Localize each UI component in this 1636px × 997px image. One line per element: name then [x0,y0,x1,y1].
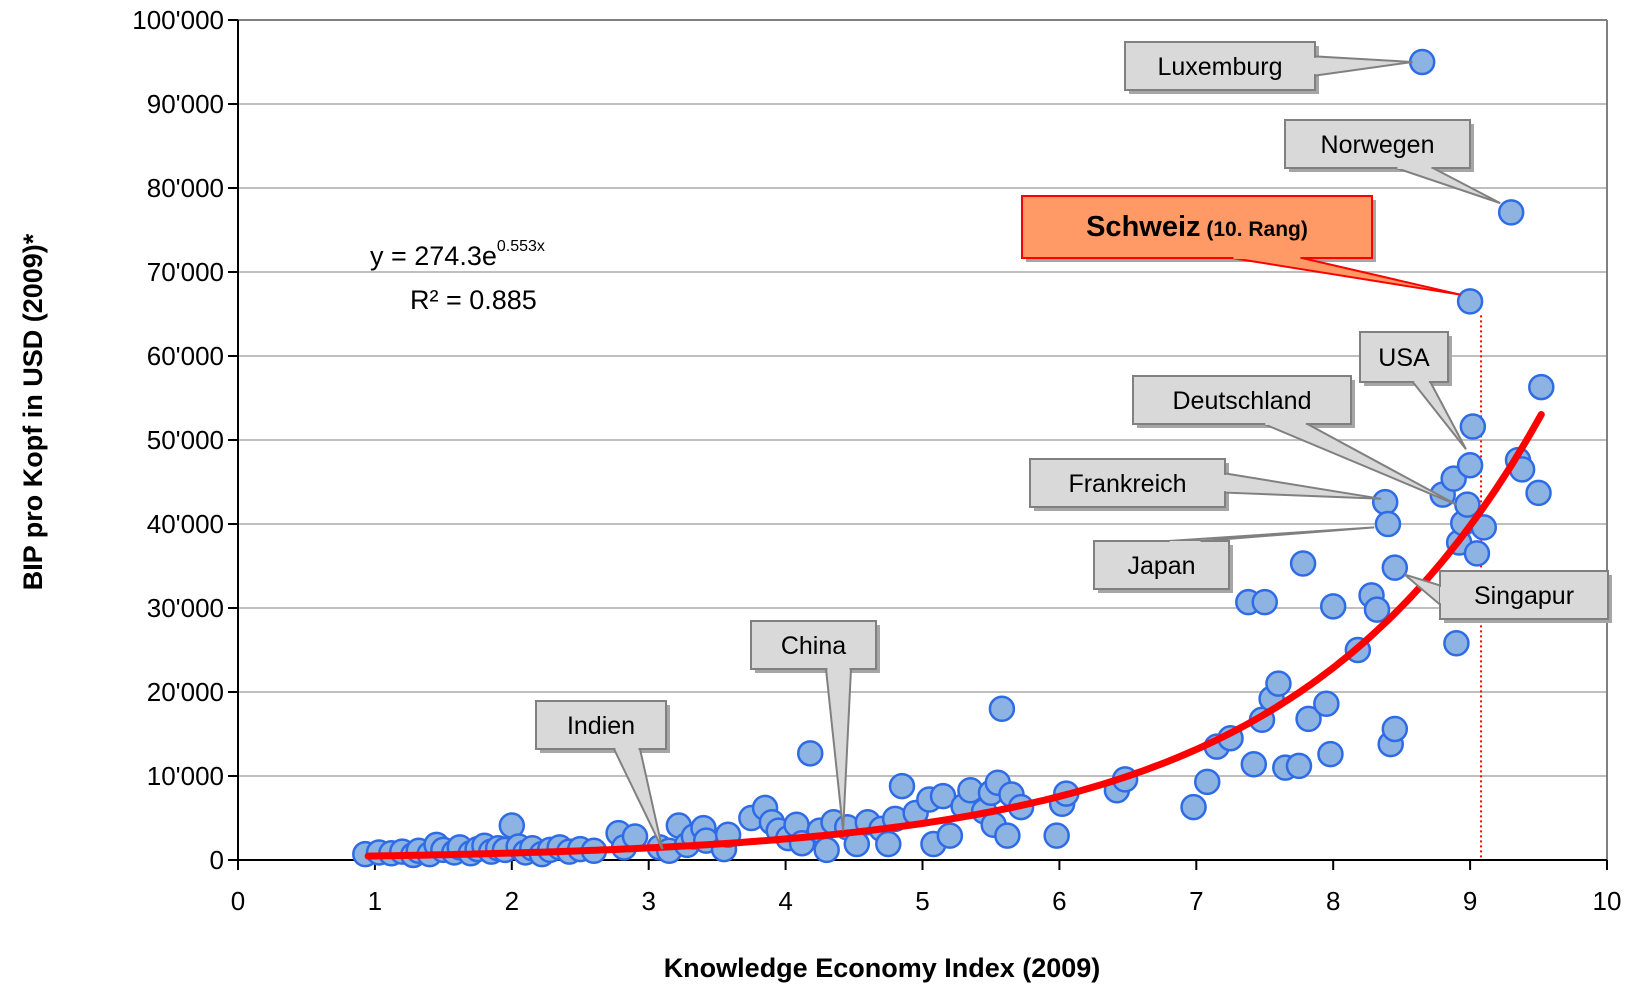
x-tick-label: 10 [1593,886,1622,916]
data-point [1180,793,1207,821]
data-point [875,830,902,858]
y-tick-label: 90'000 [147,89,224,119]
data-point [1371,488,1399,516]
data-point [1319,593,1347,620]
y-tick-label: 10'000 [147,761,224,791]
data-point [1285,752,1313,780]
data-point [988,695,1016,723]
y-tick-label: 0 [210,845,224,875]
callout-seam [1414,380,1429,383]
data-point [1265,670,1292,697]
x-tick-label: 6 [1052,886,1066,916]
data-point [813,836,840,864]
callout-seam [1265,422,1306,425]
y-tick-label: 50'000 [147,425,224,455]
data-point [1374,510,1402,538]
data-point [1497,199,1525,226]
callout-label-japan: Japan [1127,552,1195,580]
data-point [888,772,916,800]
callout-box [1021,195,1373,259]
x-tick-label: 7 [1189,886,1203,916]
data-point [1295,705,1322,733]
callout-seam [615,747,639,750]
callout-label-china: China [781,632,846,660]
x-tick-label: 9 [1463,886,1477,916]
x-tick-label: 2 [505,886,519,916]
y-tick-label: 20'000 [147,677,224,707]
data-point [1443,630,1470,657]
trendline [364,411,1545,860]
data-point [1463,540,1491,567]
callout-label-usa: USA [1378,344,1430,372]
callout-seam [1169,541,1201,544]
callout-seam [1313,57,1316,75]
y-tick-label: 60'000 [147,341,224,371]
callout-box [1093,540,1230,590]
data-point [1459,413,1487,440]
callout-seam [1223,474,1226,492]
callout-label-schweiz: Schweiz (10. Rang) [1086,211,1308,243]
trend-r-squared: R² = 0.885 [410,285,537,315]
data-point [1456,288,1484,315]
data-point [1408,48,1436,76]
callout-box [535,700,667,750]
callouts: Luxemburg Norwegen Schweiz (10. Rang) USA De… [535,41,1612,850]
callout-label-deutschland: Deutschland [1173,387,1312,415]
callout-seam [1440,586,1443,604]
y-tick-labels: 0 10'000 20'000 30'000 40'000 50'000 60'000 70'… [132,5,224,875]
callout-box [1132,375,1352,425]
callout-box [750,620,877,670]
data-point [1381,715,1409,743]
x-tick-label: 5 [915,886,929,916]
data-point [1289,550,1317,577]
callout-seam [1233,256,1301,259]
data-point [1317,740,1344,768]
data-point [796,740,824,767]
callout-box [1439,570,1609,620]
callout-seam [1397,166,1432,169]
y-tick-label: 40'000 [147,509,224,539]
callout-seam [827,667,850,670]
x-axis-title: Knowledge Economy Index (2009) [664,953,1101,983]
callout-label-indien: Indien [567,712,635,740]
x-tick-label: 4 [778,886,792,916]
callout-box [1029,458,1226,508]
x-tick-label: 8 [1326,886,1340,916]
x-tick-labels: 0 1 2 3 4 5 6 7 8 9 10 [231,886,1622,916]
data-point [1528,373,1555,401]
x-tick-label: 3 [641,886,655,916]
callout-label-norwegen: Norwegen [1321,131,1435,159]
y-tick-label: 30'000 [147,593,224,623]
callout-label-frankreich: Frankreich [1068,470,1186,498]
callout-box [1124,41,1316,91]
callout-box [1359,331,1449,383]
exponential-trendline [364,411,1545,860]
trend-equation-base: y = 274.3e [370,241,497,271]
data-point [1043,822,1070,849]
data-point [936,822,964,849]
callout-label-luxemburg: Luxemburg [1157,53,1282,81]
trend-equation-exponent: 0.553x [497,238,545,255]
y-tick-label: 80'000 [147,173,224,203]
data-point [1251,588,1278,616]
callout-label-rank: (10. Rang) [1201,218,1308,241]
data-point [1381,554,1409,581]
y-axis-title: BIP pro Kopf in USD (2009)* [18,233,48,590]
y-tick-label: 70'000 [147,257,224,287]
trend-equation: y = 274.3e0.553x [370,238,545,271]
data-point [1194,768,1221,796]
data-point [1240,750,1268,778]
y-tick-label: 100'000 [132,5,224,35]
x-tick-label: 0 [231,886,245,916]
data-point [1525,479,1552,507]
data-point [1313,690,1340,718]
x-tick-label: 1 [368,886,382,916]
data-point [994,822,1021,849]
callout-label-main: Schweiz [1086,211,1200,243]
callout-box [1284,119,1471,169]
callout-label-singapur: Singapur [1474,582,1574,610]
data-point [1456,451,1484,479]
data-point [1363,596,1391,623]
